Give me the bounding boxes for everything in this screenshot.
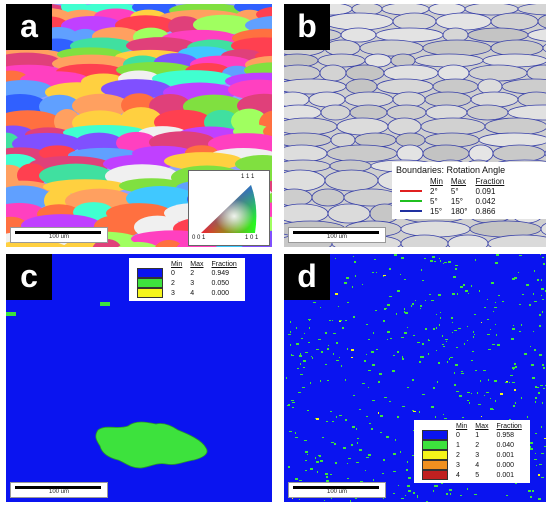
legend-max: 4 (475, 461, 480, 469)
boundary-legend-table: Min Max Fraction 2° 5° 0.091 5° 15° 0.042 15° 1… (396, 177, 508, 216)
legend-fraction: 0.958 (496, 431, 515, 439)
legend-max: 5 (475, 471, 480, 479)
legend-min: 3 (456, 461, 460, 469)
legend-header-min: Min (430, 177, 443, 186)
boundary-image (284, 4, 546, 247)
green-speck (6, 312, 16, 316)
panel-d-label: d (284, 254, 330, 300)
legend-swatch (400, 200, 422, 203)
panel-c-legend-table: Min Max Fraction 0 2 0.949 2 3 0.050 3 4 0.000 (133, 261, 241, 298)
legend-row: 0 2 0.949 (133, 268, 241, 278)
legend-swatch (422, 440, 448, 450)
scale-bar: 100 um (288, 482, 386, 498)
legend-header-fraction: Fraction (475, 177, 505, 186)
green-speck (100, 302, 110, 306)
legend-header-min: Min (171, 261, 183, 268)
panel-b-boundary-map: b Boundaries: Rotation Angle Min Max Fra… (284, 4, 546, 247)
legend-header-fraction: Fraction (496, 423, 522, 430)
legend-header-fraction: Fraction (211, 261, 237, 268)
legend-row: 0 1 0.958 (418, 430, 526, 440)
legend-swatch (422, 450, 448, 460)
panel-d-legend: Min Max Fraction 0 1 0.958 1 2 0.040 2 3 0.001 3 4… (414, 420, 530, 483)
panel-b-label: b (284, 4, 330, 50)
legend-swatch (422, 470, 448, 480)
legend-header-min: Min (456, 423, 468, 430)
legend-fraction: 0.001 (496, 471, 515, 479)
panel-c-label: c (6, 254, 52, 300)
legend-row: 15° 180° 0.866 (396, 206, 508, 216)
legend-max: 2 (190, 269, 195, 277)
legend-swatch (422, 460, 448, 470)
legend-header-max: Max (190, 261, 204, 268)
legend-min: 5° (430, 196, 438, 206)
boundary-legend: Boundaries: Rotation Angle Min Max Fract… (392, 162, 546, 219)
legend-max: 180° (450, 206, 468, 216)
legend-header-max: Max (475, 423, 489, 430)
legend-max: 3 (190, 279, 195, 287)
legend-swatch (137, 288, 163, 298)
legend-swatch (137, 278, 163, 288)
legend-max: 1 (475, 431, 480, 439)
legend-min: 2 (171, 279, 175, 287)
legend-min: 4 (456, 471, 460, 479)
legend-fraction: 0.091 (475, 186, 496, 196)
legend-row: 4 5 0.001 (418, 470, 526, 480)
panel-a-ipf-map: a 1 1 1 0 0 1 1 0 (6, 4, 272, 247)
legend-max: 5° (450, 186, 459, 196)
legend-row: 3 4 0.000 (133, 288, 241, 298)
legend-swatch (137, 268, 163, 278)
legend-fraction: 0.000 (211, 289, 230, 297)
legend-swatch (422, 430, 448, 440)
legend-min: 0 (171, 269, 175, 277)
legend-fraction: 0.050 (211, 279, 230, 287)
legend-fraction: 0.949 (211, 269, 230, 277)
legend-max: 4 (190, 289, 195, 297)
panel-c-map: c Min Max Fraction 0 2 0.949 2 3 0.050 3 4 0.000… (6, 254, 272, 502)
green-region (95, 421, 208, 469)
scale-bar: 100 um (288, 227, 386, 243)
panel-d-map: d Min Max Fraction 0 1 0.958 1 2 0.040 2 3 0.001… (284, 254, 546, 502)
ipf-color-key: 1 1 1 0 0 1 1 0 1 (188, 170, 270, 246)
legend-max: 2 (475, 441, 480, 449)
panel-c-legend: Min Max Fraction 0 2 0.949 2 3 0.050 3 4 0.000 (129, 258, 245, 301)
legend-swatch (400, 210, 422, 213)
panel-a-label: a (6, 4, 52, 50)
legend-min: 0 (456, 431, 460, 439)
legend-row: 2° 5° 0.091 (396, 186, 508, 196)
ipf-triangle (201, 185, 257, 233)
legend-swatch (400, 190, 422, 193)
legend-row: 3 4 0.000 (418, 460, 526, 470)
legend-min: 1 (456, 441, 460, 449)
legend-max: 3 (475, 451, 480, 459)
legend-row: 2 3 0.001 (418, 450, 526, 460)
legend-min: 3 (171, 289, 175, 297)
legend-fraction: 0.000 (496, 461, 515, 469)
boundary-legend-title: Boundaries: Rotation Angle (396, 165, 506, 175)
legend-min: 2 (456, 451, 460, 459)
legend-row: 1 2 0.040 (418, 440, 526, 450)
legend-fraction: 0.001 (496, 451, 515, 459)
legend-row: 5° 15° 0.042 (396, 196, 508, 206)
ipf-label-101: 1 0 1 (245, 235, 259, 241)
ipf-label-111: 1 1 1 (241, 174, 255, 180)
legend-fraction: 0.042 (475, 196, 496, 206)
legend-fraction: 0.866 (475, 206, 496, 216)
legend-header-max: Max (450, 177, 467, 186)
panel-c-image (6, 302, 208, 469)
legend-fraction: 0.040 (496, 441, 515, 449)
scale-bar: 100 um (10, 227, 108, 243)
scale-bar: 100 um (10, 482, 108, 498)
ipf-label-001: 0 0 1 (192, 235, 206, 241)
legend-row: 2 3 0.050 (133, 278, 241, 288)
legend-min: 2° (430, 186, 438, 196)
panel-d-legend-table: Min Max Fraction 0 1 0.958 1 2 0.040 2 3 0.001 3 4… (418, 423, 526, 480)
legend-max: 15° (450, 196, 463, 206)
legend-min: 15° (430, 206, 443, 216)
